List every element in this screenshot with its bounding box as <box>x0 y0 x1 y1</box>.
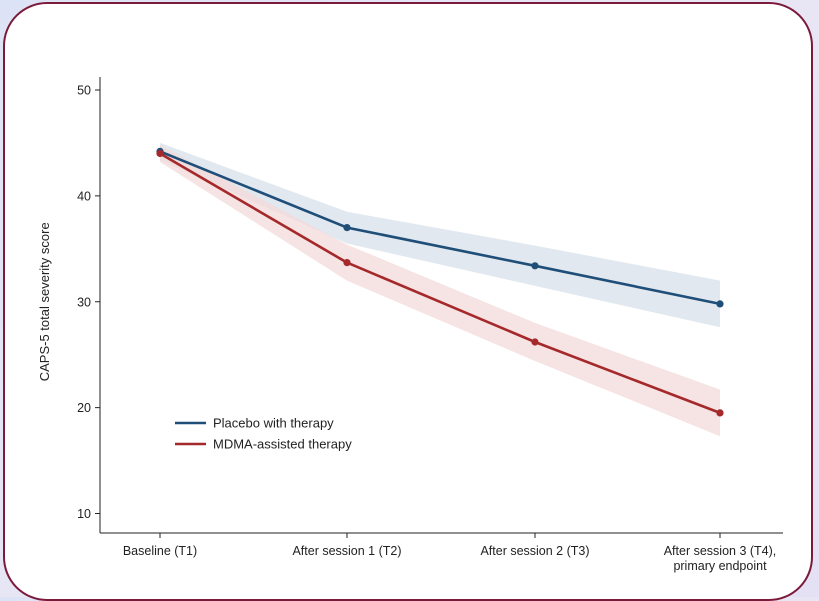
y-axis-title: CAPS-5 total severity score <box>37 222 52 381</box>
series-points <box>156 147 724 417</box>
x-tick-label: Baseline (T1) <box>123 544 197 558</box>
chart-frame: 10 20 30 40 50 Baseline (T1) After session 1 (… <box>3 2 813 601</box>
legend-label-placebo-with-therapy: Placebo with therapy <box>213 416 334 431</box>
y-tick-label: 30 <box>77 295 91 309</box>
y-tick-label: 10 <box>77 507 91 521</box>
data-point-mdma-assisted-therapy <box>716 409 724 417</box>
legend: Placebo with therapy MDMA-assisted therap… <box>175 416 352 452</box>
data-point-placebo-with-therapy <box>343 224 351 232</box>
legend-label-mdma-assisted-therapy: MDMA-assisted therapy <box>213 437 352 452</box>
series-lines <box>159 150 721 415</box>
axes: 10 20 30 40 50 Baseline (T1) After session 1 (… <box>37 77 783 573</box>
ci-band-mdma-assisted-therapy <box>160 145 720 437</box>
data-point-mdma-assisted-therapy <box>343 259 351 267</box>
x-tick-label: After session 1 (T2) <box>292 544 401 558</box>
chart-svg: 10 20 30 40 50 Baseline (T1) After session 1 (… <box>37 77 783 573</box>
series-line-mdma-assisted-therapy <box>159 152 721 415</box>
series-line-placebo-with-therapy <box>159 150 721 306</box>
data-point-placebo-with-therapy <box>716 300 724 308</box>
x-tick-label: After session 3 (T4), primary endpoint <box>664 544 777 573</box>
data-point-mdma-assisted-therapy <box>156 149 164 158</box>
y-tick-label: 50 <box>77 84 91 98</box>
ci-bands <box>160 142 720 437</box>
x-tick-label: After session 2 (T3) <box>480 544 589 558</box>
data-point-placebo-with-therapy <box>531 262 539 270</box>
y-tick-label: 40 <box>77 189 91 203</box>
data-point-mdma-assisted-therapy <box>531 338 539 346</box>
y-tick-label: 20 <box>77 401 91 415</box>
ci-band-placebo-with-therapy <box>160 142 720 328</box>
